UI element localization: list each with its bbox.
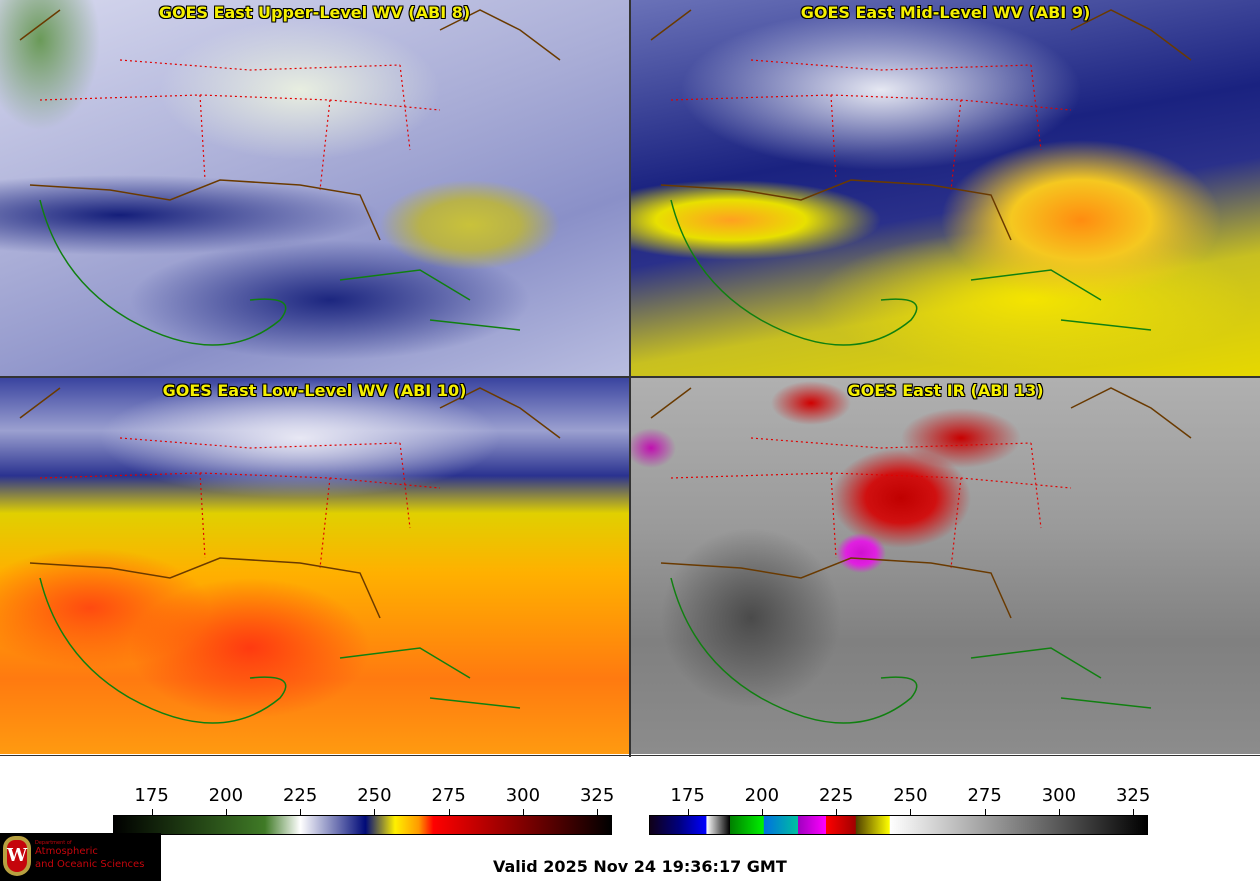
uw-crest-icon: W xyxy=(3,836,31,876)
colorbar-tick-label: 175 xyxy=(670,785,705,806)
water-vapor-colorbar xyxy=(113,815,612,835)
mid-level-wv-panel: GOES East Mid-Level WV (ABI 9) xyxy=(631,0,1260,376)
colorbar-tick xyxy=(300,809,302,815)
colorbar-tick-label: 300 xyxy=(1041,785,1077,806)
colorbar-tick xyxy=(984,809,986,815)
colorbar-tick xyxy=(597,809,599,815)
infrared-colorbar xyxy=(649,815,1148,835)
colorbar-tick xyxy=(836,809,838,815)
state-borders-overlay xyxy=(650,9,1192,346)
colorbar-tick xyxy=(1058,809,1060,815)
colorbar-tick xyxy=(910,809,912,815)
colorbar-tick-label: 300 xyxy=(505,785,541,806)
colorbar-tick-label: 225 xyxy=(818,785,854,806)
colorbar-tick-label: 275 xyxy=(967,785,1002,806)
colorbar-tick-label: 200 xyxy=(744,785,780,806)
colorbar-tick xyxy=(522,809,524,815)
colorbar-tick-label: 200 xyxy=(208,785,244,806)
bottom-border xyxy=(0,755,1260,756)
logo-line-3: and Oceanic Sciences xyxy=(35,859,145,870)
colorbar-tick-label: 225 xyxy=(282,785,318,806)
colorbar-tick xyxy=(374,809,376,815)
horizontal-divider xyxy=(0,376,1260,378)
colorbar-tick-label: 325 xyxy=(1115,785,1151,806)
colorbar-tick xyxy=(151,809,153,815)
colorbar-tick xyxy=(225,809,227,815)
colorbar-tick-label: 175 xyxy=(134,785,169,806)
vertical-divider xyxy=(629,0,631,757)
colorbar-tick-label: 275 xyxy=(431,785,466,806)
upper-level-wv-panel: GOES East Upper-Level WV (ABI 8) xyxy=(0,0,629,376)
logo-line-1: Department of xyxy=(35,840,72,846)
colorbar-tick-label: 250 xyxy=(893,785,928,806)
panel-title: GOES East Upper-Level WV (ABI 8) xyxy=(158,3,471,22)
infrared-panel: GOES East IR (ABI 13) xyxy=(631,378,1260,754)
colorbar-tick xyxy=(761,809,763,815)
panel-title: GOES East Low-Level WV (ABI 10) xyxy=(162,381,467,400)
colorbar-tick xyxy=(1133,809,1135,815)
low-level-wv-panel: GOES East Low-Level WV (ABI 10) xyxy=(0,378,629,754)
colorbar-tick xyxy=(687,809,689,815)
state-borders-overlay xyxy=(19,387,561,724)
valid-time: Valid 2025 Nov 24 19:36:17 GMT xyxy=(493,857,787,876)
state-borders-overlay xyxy=(19,9,561,346)
aos-logo: W Department of Atmospheric and Oceanic … xyxy=(0,833,161,881)
state-borders-overlay xyxy=(650,387,1192,724)
colorbar-tick xyxy=(448,809,450,815)
colorbar-tick-label: 325 xyxy=(579,785,615,806)
panel-title: GOES East Mid-Level WV (ABI 9) xyxy=(800,3,1091,22)
panel-title: GOES East IR (ABI 13) xyxy=(847,381,1044,400)
logo-line-2: Atmospheric xyxy=(35,846,98,857)
colorbar-tick-label: 250 xyxy=(357,785,392,806)
